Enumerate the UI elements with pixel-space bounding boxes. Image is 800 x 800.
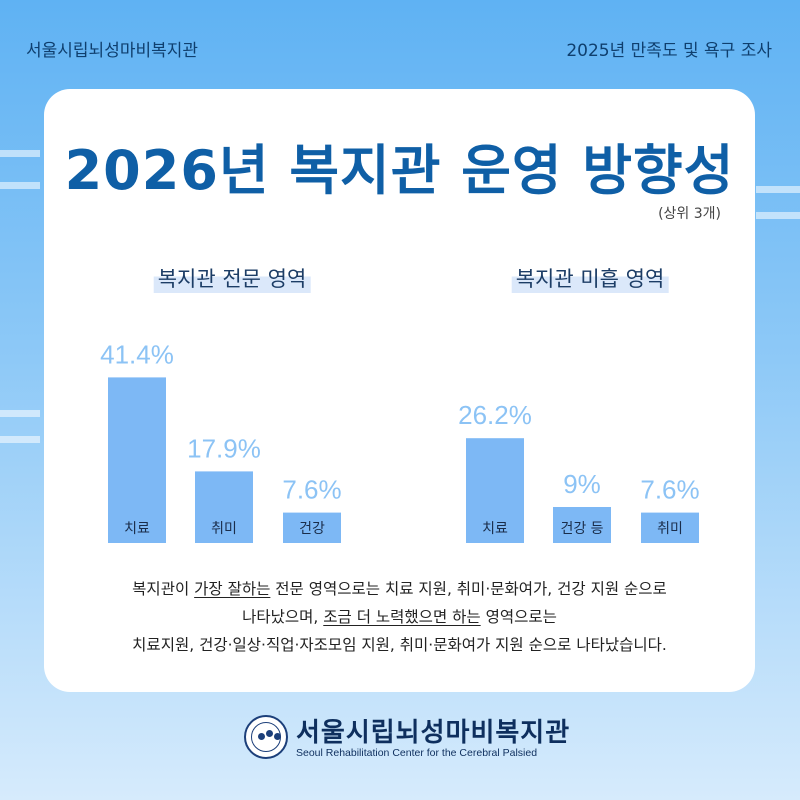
- category-label: 치료: [124, 521, 150, 537]
- footer: 서울시립뇌성마비복지관 Seoul Rehabilitation Center …: [0, 712, 800, 782]
- logo-seal-icon: [244, 715, 288, 759]
- category-label: 취미: [657, 521, 683, 537]
- decor-stripe: [756, 212, 800, 219]
- bar-chart: 41.4% 치료 17.9% 취미 7.6% 건강: [100, 339, 342, 543]
- category-label: 취미: [211, 521, 237, 537]
- decor-stripe: [0, 182, 40, 189]
- footer-org-name: 서울시립뇌성마비복지관: [296, 718, 571, 748]
- value-label: 17.9%: [187, 433, 261, 463]
- bar-치료: [466, 438, 524, 543]
- value-label: 7.6%: [640, 475, 699, 505]
- underlined-text: 조금 더 노력했으면 하는: [323, 608, 481, 626]
- value-label: 9%: [563, 469, 601, 499]
- content-card: 2026년 복지관 운영 방향성 (상위 3개) 복지관 전문 영역 41.4%…: [44, 89, 755, 692]
- summary-line-1: 복지관이 가장 잘하는 전문 영역으로는 치료 지원, 취미·문화여가, 건강 …: [44, 575, 755, 603]
- chart-weaknesses: 복지관 미흡 영역 26.2% 치료 9% 건강 등 7.6% 취미: [430, 263, 750, 553]
- logo-figure: [266, 730, 273, 737]
- decor-stripe: [0, 410, 40, 417]
- header-org-name: 서울시립뇌성마비복지관: [26, 41, 199, 61]
- decor-stripe: [0, 150, 40, 157]
- logo-figure: [274, 733, 281, 740]
- bar-취미: [641, 512, 699, 543]
- value-label: 41.4%: [100, 339, 174, 369]
- value-label: 26.2%: [458, 400, 532, 430]
- text-span: 전문 영역으로는 치료 지원, 취미·문화여가, 건강 지원 순으로: [270, 580, 667, 598]
- chart-strengths: 복지관 전문 영역 41.4% 치료 17.9% 취미 7.6% 건강: [72, 263, 392, 553]
- decor-stripe: [0, 436, 40, 443]
- bar-건강: [283, 512, 341, 543]
- footer-org-english: Seoul Rehabilitation Center for the Cere…: [296, 747, 538, 759]
- decor-stripe: [756, 186, 800, 193]
- category-label: 건강: [299, 521, 325, 537]
- category-label: 건강 등: [560, 521, 603, 537]
- chart-title: 복지관 전문 영역: [153, 263, 311, 293]
- bar-치료: [108, 377, 166, 543]
- bar-건강 등: [553, 507, 611, 543]
- text-span: 나타났으며,: [242, 608, 324, 626]
- category-label: 치료: [482, 521, 508, 537]
- header-survey-title: 2025년 만족도 및 욕구 조사: [566, 41, 772, 61]
- summary-line-3: 치료지원, 건강·일상·직업·자조모임 지원, 취미·문화여가 지원 순으로 나…: [132, 636, 667, 654]
- bar-chart: 26.2% 치료 9% 건강 등 7.6% 취미: [458, 400, 700, 543]
- summary-line-2: 나타났으며, 조금 더 노력했으면 하는 영역으로는: [44, 603, 755, 631]
- logo-figure: [258, 733, 265, 740]
- underlined-text: 가장 잘하는: [194, 580, 271, 598]
- summary-text: 복지관이 가장 잘하는 전문 영역으로는 치료 지원, 취미·문화여가, 건강 …: [44, 575, 755, 659]
- text-span: 영역으로는: [480, 608, 557, 626]
- page-title: 2026년 복지관 운영 방향성: [64, 139, 735, 202]
- text-span: 복지관이: [132, 580, 195, 598]
- bar-취미: [195, 471, 253, 543]
- page-subtitle: (상위 3개): [658, 206, 721, 222]
- chart-title: 복지관 미흡 영역: [511, 263, 669, 293]
- value-label: 7.6%: [282, 475, 341, 505]
